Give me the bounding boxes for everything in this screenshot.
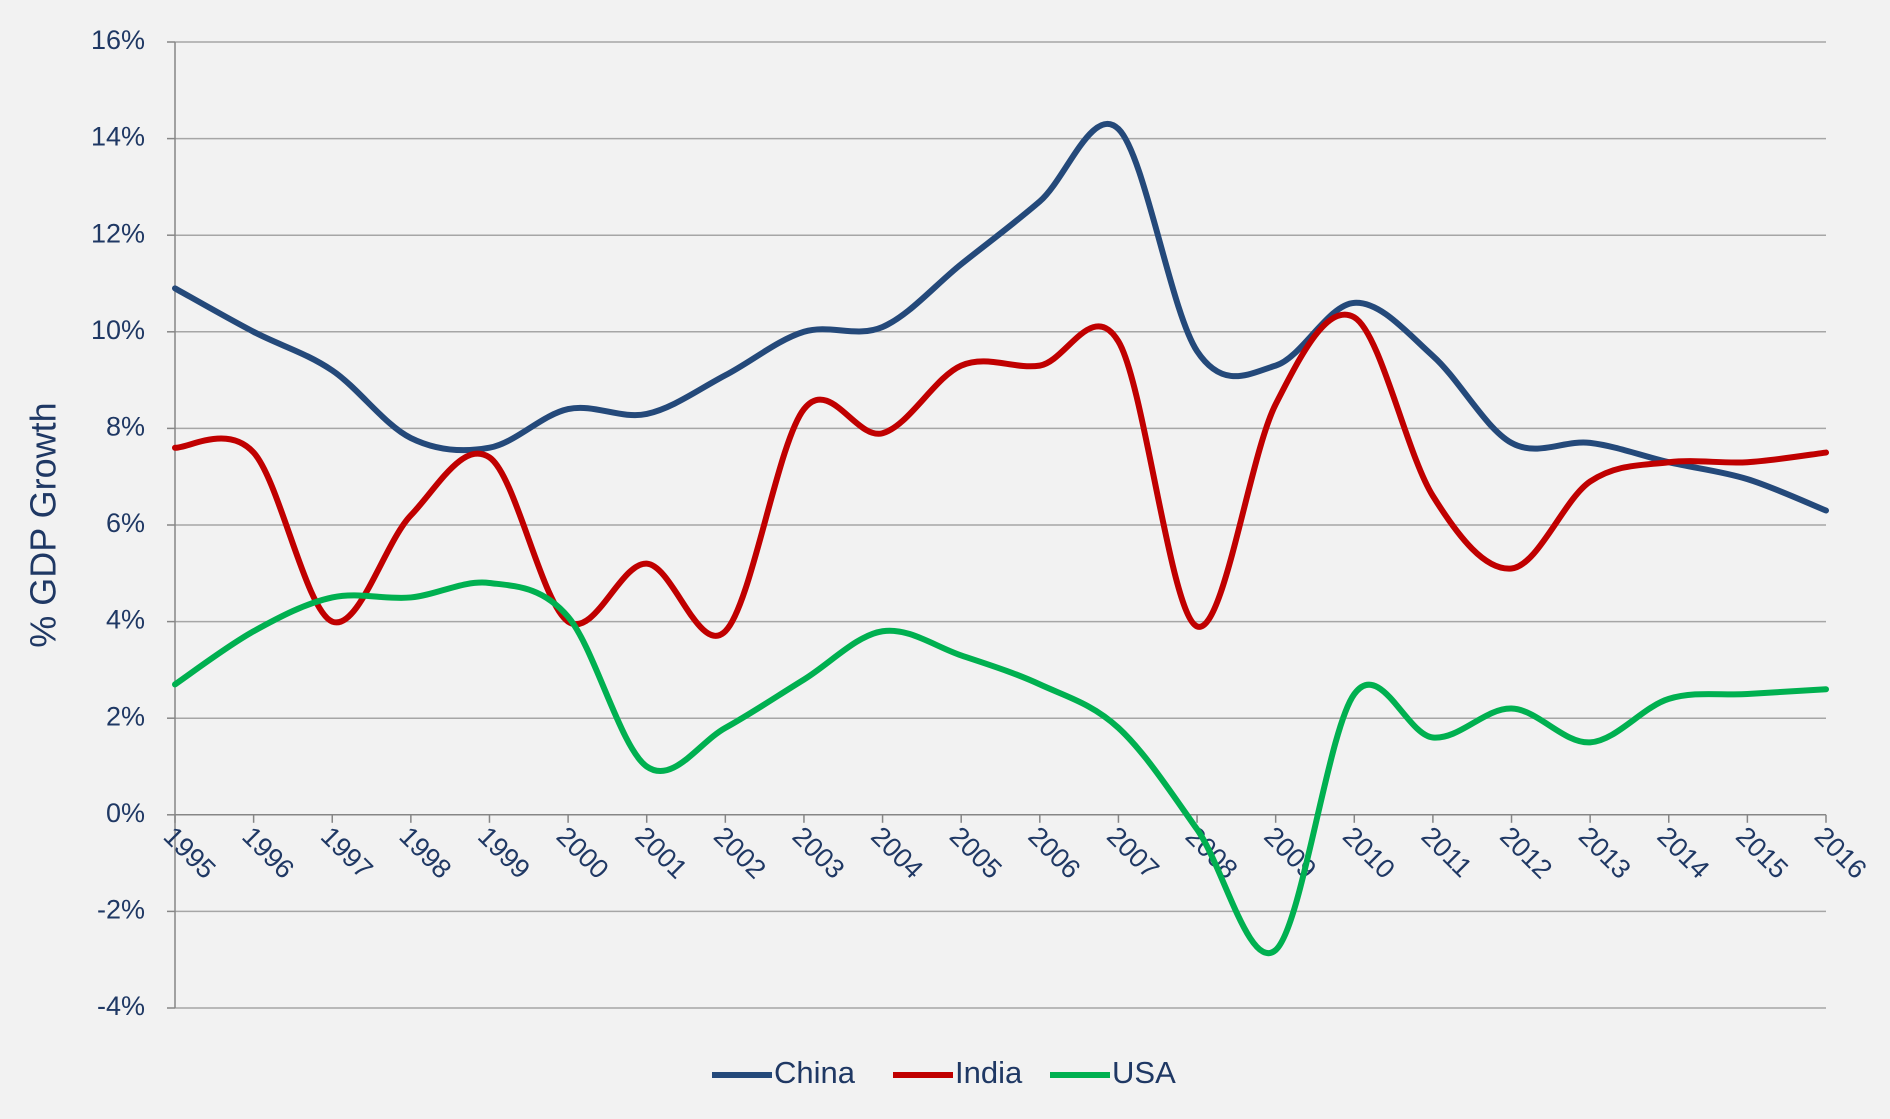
- y-tick-label: 16%: [91, 25, 145, 55]
- y-tick-label: 2%: [106, 701, 145, 731]
- y-tick-label: 12%: [91, 218, 145, 248]
- line-series: [172, 120, 1829, 514]
- y-tick-label: 8%: [106, 412, 145, 442]
- line-series: [172, 579, 1829, 956]
- line-series: [172, 311, 1829, 639]
- y-tick-label: 6%: [106, 508, 145, 538]
- y-tick-label: 14%: [91, 122, 145, 152]
- legend-label: USA: [1112, 1055, 1176, 1090]
- y-tick-label: -2%: [97, 895, 145, 925]
- legend-label: China: [774, 1055, 856, 1090]
- legend-label: India: [955, 1055, 1023, 1090]
- y-axis-label: % GDP Growth: [23, 402, 64, 647]
- y-tick-label: 10%: [91, 315, 145, 345]
- y-tick-label: -4%: [97, 991, 145, 1021]
- y-tick-label: 0%: [106, 798, 145, 828]
- y-tick-label: 4%: [106, 605, 145, 635]
